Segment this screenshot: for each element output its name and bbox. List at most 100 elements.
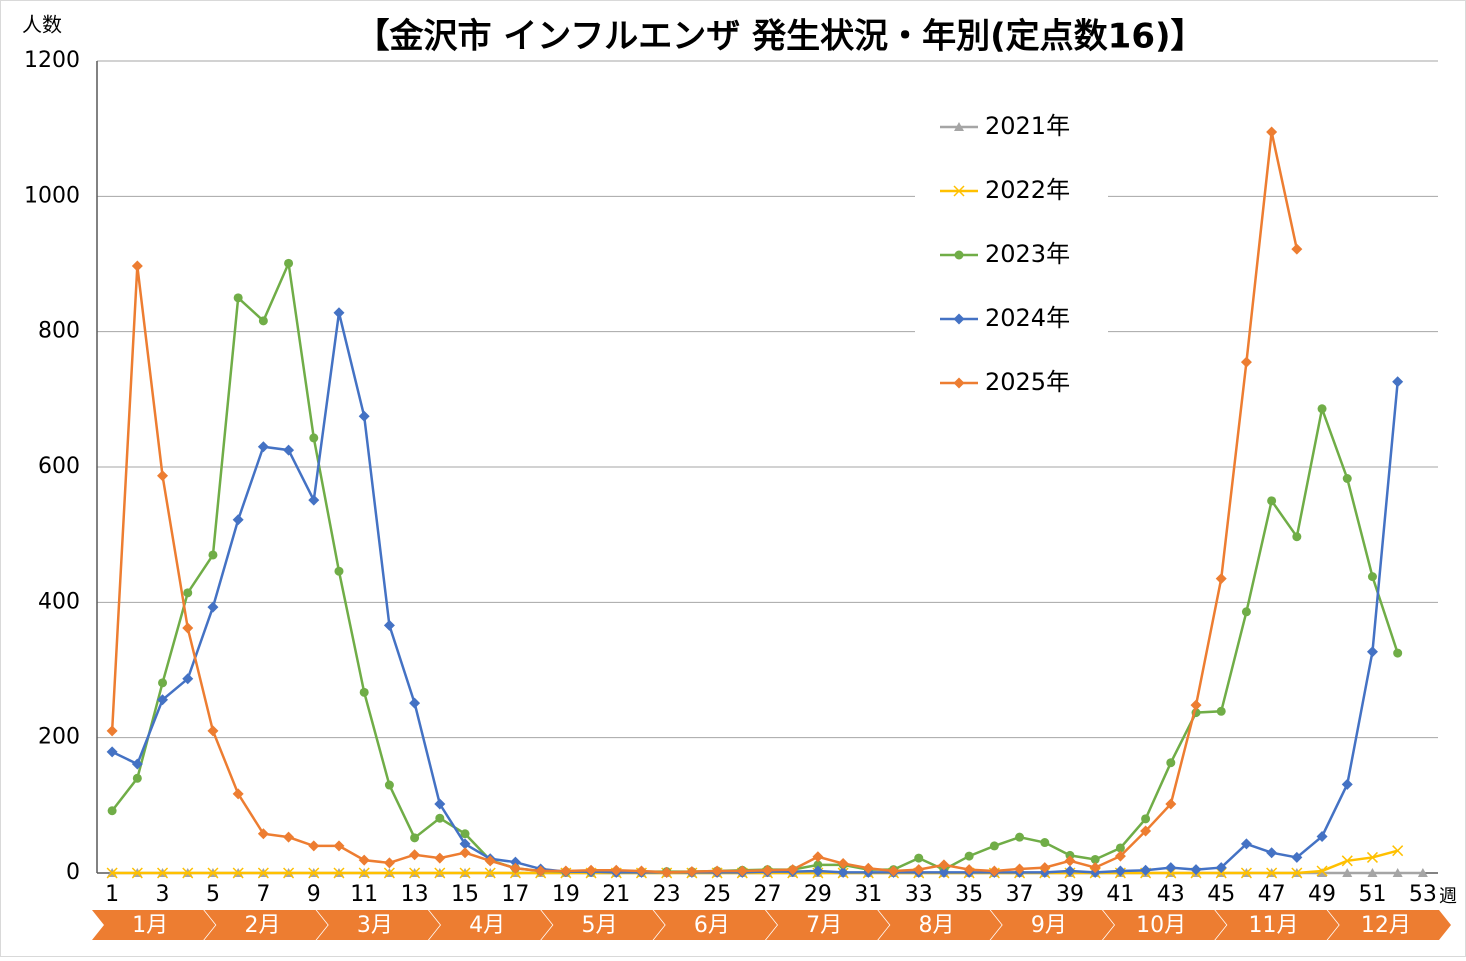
marker: [1166, 758, 1176, 768]
month-label: 4月: [469, 913, 505, 938]
marker: [410, 833, 420, 843]
marker: [1292, 532, 1302, 542]
x-tick-label: 21: [602, 882, 630, 907]
marker: [509, 856, 521, 868]
x-tick-label: 5: [206, 882, 220, 907]
x-tick-label: 45: [1207, 882, 1235, 907]
marker: [383, 867, 395, 879]
marker: [308, 840, 320, 852]
marker: [1115, 843, 1125, 853]
month-chevron: [1327, 910, 1451, 940]
marker: [953, 313, 965, 325]
marker: [131, 758, 143, 770]
marker: [988, 865, 1000, 877]
y-tick-label: 1000: [24, 183, 80, 208]
marker: [1291, 243, 1303, 255]
marker: [954, 250, 964, 260]
x-tick-label: 15: [451, 882, 479, 907]
x-tick-label: 7: [256, 882, 270, 907]
legend: 2021年 2022年 2023年 2024年 2025年: [915, 95, 1108, 413]
marker: [107, 806, 117, 816]
month-label: 2月: [245, 913, 281, 938]
marker: [1392, 868, 1403, 877]
marker: [1241, 607, 1251, 617]
marker: [333, 840, 345, 852]
marker: [484, 867, 496, 879]
marker: [232, 514, 244, 526]
month-label: 11月: [1249, 913, 1299, 938]
marker: [1014, 863, 1026, 875]
month-chevron: [316, 910, 440, 940]
marker: [1266, 126, 1278, 138]
x-tick-label: 9: [307, 882, 321, 907]
marker: [459, 867, 471, 879]
marker: [1064, 865, 1076, 877]
x-tick-label: 53: [1409, 882, 1437, 907]
x-tick-label: 37: [1006, 882, 1034, 907]
marker: [1064, 855, 1076, 867]
marker: [157, 470, 169, 482]
marker: [384, 780, 394, 790]
marker: [106, 746, 118, 758]
marker: [1392, 845, 1404, 857]
marker: [1342, 868, 1353, 877]
marker: [1089, 862, 1101, 874]
marker: [953, 185, 965, 197]
marker: [1367, 572, 1377, 582]
marker: [812, 851, 824, 863]
marker: [888, 865, 900, 877]
marker: [257, 828, 269, 840]
marker: [1140, 825, 1152, 837]
marker: [333, 307, 345, 319]
marker: [1240, 838, 1252, 850]
marker: [1291, 867, 1303, 879]
legend-label: 2024年: [985, 304, 1070, 332]
marker: [409, 867, 421, 879]
marker: [434, 867, 446, 879]
x-tick-label: 33: [905, 882, 933, 907]
marker: [954, 122, 964, 131]
marker: [409, 849, 421, 861]
marker: [207, 725, 219, 737]
marker: [308, 494, 320, 506]
marker: [787, 864, 799, 876]
marker: [1090, 854, 1100, 864]
marker: [460, 829, 470, 839]
marker: [938, 859, 950, 871]
x-axis-label: 週: [1439, 886, 1457, 907]
y-tick-label: 600: [38, 454, 80, 479]
y-tick-label: 0: [66, 860, 80, 885]
marker: [484, 855, 496, 867]
marker: [963, 864, 975, 876]
marker: [434, 852, 446, 864]
marker: [1316, 865, 1328, 877]
marker: [1266, 867, 1278, 879]
marker: [434, 798, 446, 810]
marker: [1141, 814, 1151, 824]
month-label: 12月: [1361, 913, 1411, 938]
series-line: [111, 312, 1399, 874]
marker: [359, 687, 369, 697]
marker: [914, 853, 924, 863]
marker: [232, 788, 244, 800]
x-tick-label: 47: [1258, 882, 1286, 907]
marker: [334, 566, 344, 576]
marker: [1114, 865, 1126, 877]
month-chevron: [204, 910, 328, 940]
marker: [1267, 496, 1277, 506]
marker: [964, 851, 974, 861]
legend-label: 2022年: [985, 176, 1070, 204]
marker: [1039, 862, 1051, 874]
marker: [913, 864, 925, 876]
marker: [182, 622, 194, 634]
x-tick-label: 19: [552, 882, 580, 907]
month-chevron: [1103, 910, 1227, 940]
month-chevron: [878, 910, 1002, 940]
marker: [1366, 851, 1378, 863]
chart-title: 【金沢市 インフルエンザ 発生状況・年別(定点数16)】: [355, 17, 1204, 57]
marker: [837, 866, 849, 878]
marker: [610, 864, 622, 876]
y-tick-label: 1200: [24, 48, 80, 73]
month-label: 8月: [919, 913, 955, 938]
